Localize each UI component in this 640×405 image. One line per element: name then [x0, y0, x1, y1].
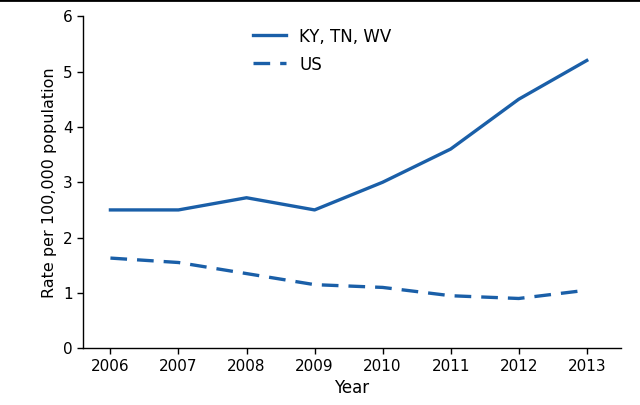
US	[379, 285, 387, 290]
US	[447, 293, 454, 298]
KY, TN, WV	[447, 147, 454, 151]
US	[311, 282, 319, 287]
KY, TN, WV	[175, 207, 182, 212]
US	[243, 271, 250, 276]
US	[583, 288, 591, 292]
Legend: KY, TN, WV, US: KY, TN, WV, US	[253, 28, 392, 74]
KY, TN, WV	[515, 97, 523, 102]
KY, TN, WV	[379, 180, 387, 185]
Line: KY, TN, WV: KY, TN, WV	[111, 60, 587, 210]
KY, TN, WV	[311, 207, 319, 212]
KY, TN, WV	[243, 195, 250, 200]
US	[515, 296, 523, 301]
Line: US: US	[111, 258, 587, 298]
US	[107, 256, 115, 260]
X-axis label: Year: Year	[335, 379, 369, 397]
US	[175, 260, 182, 265]
KY, TN, WV	[583, 58, 591, 63]
KY, TN, WV	[107, 207, 115, 212]
Y-axis label: Rate per 100,000 population: Rate per 100,000 population	[42, 67, 58, 298]
